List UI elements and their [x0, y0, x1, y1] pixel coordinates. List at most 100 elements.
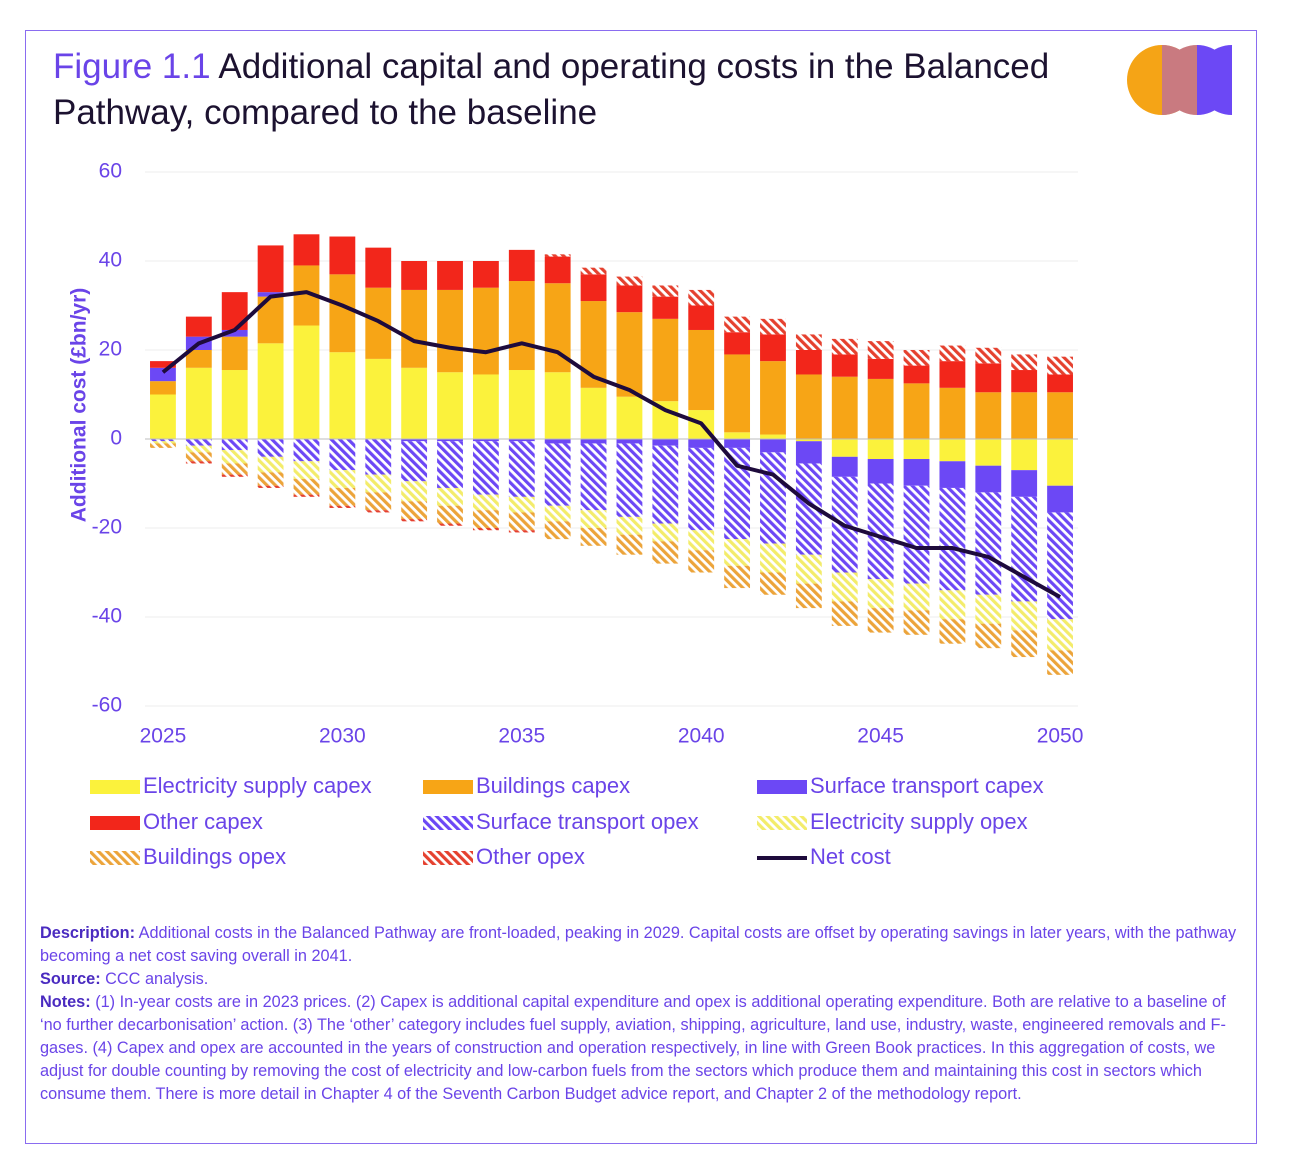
bar-segment [221, 474, 248, 477]
legend-label: Electricity supply opex [810, 809, 1028, 834]
bar-segment [472, 287, 499, 375]
bar-segment [293, 325, 320, 439]
bar-segment [652, 296, 679, 319]
source-text: CCC analysis. [105, 970, 209, 988]
bar-segment [329, 274, 356, 353]
bar-segment [616, 516, 643, 535]
bar-segment [724, 539, 751, 566]
bar-segment [616, 439, 643, 444]
bar-segment [760, 318, 786, 335]
notes: Notes: (1) In-year costs are in 2023 pri… [40, 991, 1240, 1106]
bar-segment [652, 285, 679, 297]
x-tick-label: 2030 [319, 725, 366, 748]
bar-segment [688, 447, 715, 531]
bar-segment [724, 432, 751, 439]
bar-segment [365, 358, 392, 439]
bar-segment [293, 234, 320, 266]
bar-segment [652, 445, 679, 524]
bar-segment [724, 316, 751, 333]
title-block: Figure 1.1 Additional capital and operat… [53, 44, 1063, 136]
bar-segment [903, 583, 930, 611]
bar-segment [185, 452, 212, 462]
bar-segment [1047, 650, 1073, 675]
bar-segment [939, 619, 966, 644]
y-tick-label: -20 [92, 516, 122, 539]
bar-segment [221, 370, 248, 439]
bar-segment [257, 245, 284, 293]
bar-segment [437, 505, 463, 524]
logo [1127, 45, 1232, 115]
bar-segment [472, 439, 499, 442]
chart: Additional cost (£bn/yr) -60-40-20020406… [68, 45, 1232, 869]
notes-text: (1) In-year costs are in 2023 prices. (2… [40, 993, 1226, 1103]
bar-segment [795, 439, 822, 442]
bar-segment [867, 608, 894, 633]
bar-segment [365, 247, 392, 288]
bar-segment [257, 343, 284, 439]
bar-segment [724, 565, 751, 589]
bar-segment [616, 534, 643, 555]
bar-segment [867, 378, 894, 439]
legend-swatch [757, 780, 807, 794]
bar-segment [760, 361, 786, 435]
bar-segment [867, 439, 894, 460]
bar-segment [724, 439, 751, 448]
bar-segment [1011, 496, 1038, 602]
bar-segment [688, 305, 715, 330]
bar-segment [185, 350, 212, 368]
legend-label: Surface transport capex [810, 773, 1044, 798]
y-tick-label: -40 [92, 605, 122, 628]
legend-swatch [90, 851, 140, 865]
bar-segment [544, 505, 571, 522]
bar-segment [652, 318, 679, 402]
bar-segment [185, 367, 212, 439]
bar-segment [975, 363, 1002, 393]
x-tick-label: 2040 [678, 725, 725, 748]
bar-segment [975, 465, 1002, 493]
bar-segment [688, 329, 715, 411]
bar-segment [616, 285, 643, 313]
bar-segment [831, 439, 858, 457]
bar-segment [401, 367, 428, 439]
bar-segment [760, 543, 786, 573]
bar-segment [365, 492, 392, 511]
bar-segment [831, 456, 858, 477]
chart-title: Additional capital and operating costs i… [53, 47, 1050, 132]
bar-segment [831, 376, 858, 439]
bar-segment [795, 374, 822, 439]
bar-segment [401, 481, 428, 502]
description-label: Description: [40, 924, 135, 942]
x-tick-label: 2050 [1037, 725, 1084, 748]
legend-swatch [423, 780, 473, 794]
bar-segment [867, 459, 894, 484]
bar-segment [903, 350, 930, 366]
bar-segment [221, 292, 248, 330]
legend-label: Other opex [476, 844, 585, 869]
legend-swatch [423, 816, 473, 830]
bar-segment [903, 383, 930, 439]
logo-shape [1197, 45, 1232, 115]
bar-segment [293, 494, 320, 497]
bar-segment [1047, 439, 1073, 486]
bar-segment [1011, 392, 1038, 439]
bar-segment [580, 274, 607, 302]
bar-segment [975, 347, 1002, 364]
description-text: Additional costs in the Balanced Pathway… [40, 924, 1237, 965]
bar-segment [257, 472, 284, 486]
bar-segment [580, 510, 607, 528]
bar-segment [365, 474, 392, 493]
bar-segment [795, 554, 822, 584]
y-tick-label: 20 [99, 338, 122, 361]
legend-label: Other capex [143, 809, 263, 834]
y-tick-label: 0 [110, 427, 122, 450]
bar-segment [185, 439, 212, 446]
bar-segment [544, 439, 571, 444]
bar-segment [760, 439, 786, 453]
bar-segment [903, 459, 930, 486]
bar-segment [293, 461, 320, 480]
bar-segment [580, 387, 607, 439]
bar-segment [831, 354, 858, 377]
bar-segment [652, 439, 679, 446]
bar-segment [1047, 356, 1073, 375]
bar-segment [1011, 439, 1038, 471]
